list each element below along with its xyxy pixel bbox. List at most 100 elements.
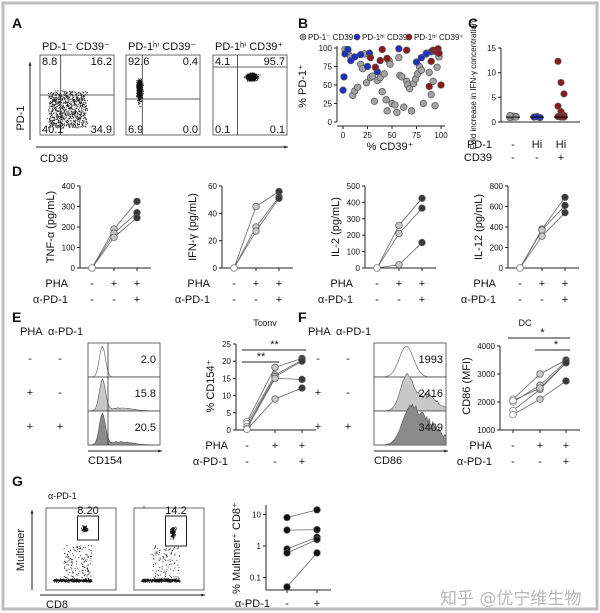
row-value: Hi: [556, 139, 566, 151]
event-dot: [154, 580, 155, 582]
event-dot: [155, 579, 157, 581]
event-dot: [164, 581, 165, 582]
event-dot: [137, 95, 139, 97]
event-dot: [66, 561, 68, 563]
event-dot: [146, 578, 148, 580]
event-dot: [252, 76, 254, 78]
event-dot: [177, 576, 179, 578]
event-dot: [79, 119, 81, 121]
event-dot: [76, 560, 77, 562]
event-dot: [47, 117, 48, 119]
event-dot: [53, 117, 55, 118]
event-dot: [136, 85, 138, 86]
event-dot: [244, 76, 246, 77]
event-dot: [73, 102, 75, 104]
event-dot: [257, 78, 259, 79]
event-dot: [156, 579, 157, 581]
event-dot: [170, 553, 172, 555]
event-dot: [137, 79, 139, 81]
event-dot: [256, 80, 257, 82]
event-dot: [175, 580, 177, 581]
event-dot: [64, 118, 66, 120]
event-dot: [141, 86, 143, 88]
scatter-point: [376, 56, 384, 65]
event-dot: [173, 534, 175, 536]
event-dot: [80, 117, 82, 119]
row-label: PHA: [330, 278, 353, 290]
event-dot: [154, 579, 156, 581]
event-dot: [68, 101, 70, 103]
event-dot: [90, 579, 92, 581]
y-tick-label: 0: [328, 118, 333, 127]
event-dot: [65, 103, 66, 104]
event-dot: [150, 580, 152, 582]
y-tick-label: 400: [490, 223, 504, 232]
event-dot: [68, 96, 70, 98]
event-dot: [82, 527, 84, 529]
event-dot: [83, 580, 85, 582]
flow-plot-frame: [212, 54, 288, 136]
event-dot: [139, 85, 141, 87]
event-dot: [68, 579, 70, 581]
event-dot: [77, 579, 79, 581]
event-dot: [77, 549, 79, 550]
event-dot: [65, 120, 67, 122]
event-dot: [246, 74, 248, 76]
event-dot: [73, 120, 75, 121]
event-dot: [53, 580, 54, 581]
event-dot: [68, 124, 69, 126]
multimer-y-label: % Multimer⁺ CD8⁺: [231, 502, 243, 594]
event-dot: [85, 581, 87, 582]
event-dot: [253, 77, 255, 79]
event-dot: [250, 74, 252, 76]
event-dot: [172, 538, 174, 540]
event-dot: [55, 95, 57, 97]
event-dot: [67, 95, 69, 97]
y-tick-label: 0: [499, 264, 504, 273]
event-dot: [60, 111, 62, 113]
event-dot: [83, 92, 84, 94]
event-dot: [139, 89, 141, 91]
event-dot: [50, 117, 52, 119]
event-dot: [137, 85, 139, 87]
row-value: -: [90, 278, 94, 290]
event-dot: [58, 109, 60, 111]
event-dot: [53, 124, 55, 126]
event-dot: [75, 126, 77, 128]
event-dot: [67, 111, 69, 113]
event-dot: [67, 92, 68, 93]
event-dot: [68, 580, 70, 582]
y-tick-label: 3000: [477, 370, 495, 379]
row-value: -: [90, 294, 94, 306]
legend-marker: [405, 33, 413, 41]
event-dot: [175, 535, 177, 537]
event-dot: [60, 580, 62, 582]
y-tick-label: 100: [62, 244, 76, 253]
event-dot: [138, 94, 140, 96]
event-dot: [142, 578, 144, 580]
event-dot: [58, 120, 59, 122]
event-dot: [173, 548, 175, 550]
event-dot: [172, 578, 174, 580]
event-dot: [85, 580, 86, 582]
event-dot: [82, 122, 84, 124]
event-dot: [158, 569, 160, 571]
x-tick-label: 100: [434, 131, 448, 140]
cytokine-y-label: IFN-γ (pg/mL): [187, 193, 199, 261]
event-dot: [84, 531, 86, 533]
event-dot: [144, 581, 146, 582]
event-dot: [75, 579, 77, 581]
event-dot: [57, 116, 59, 118]
event-dot: [72, 107, 73, 109]
legend-label: PD-1⁻ CD39⁻: [308, 33, 357, 42]
event-dot: [61, 118, 63, 120]
event-dot: [59, 95, 61, 97]
event-dot: [171, 532, 173, 533]
event-dot: [73, 581, 75, 582]
event-dot: [139, 90, 140, 92]
event-dot: [140, 80, 141, 82]
event-dot: [88, 580, 90, 582]
event-dot: [161, 568, 163, 570]
event-dot: [250, 73, 251, 74]
row-label: α-PD-1: [175, 294, 210, 306]
